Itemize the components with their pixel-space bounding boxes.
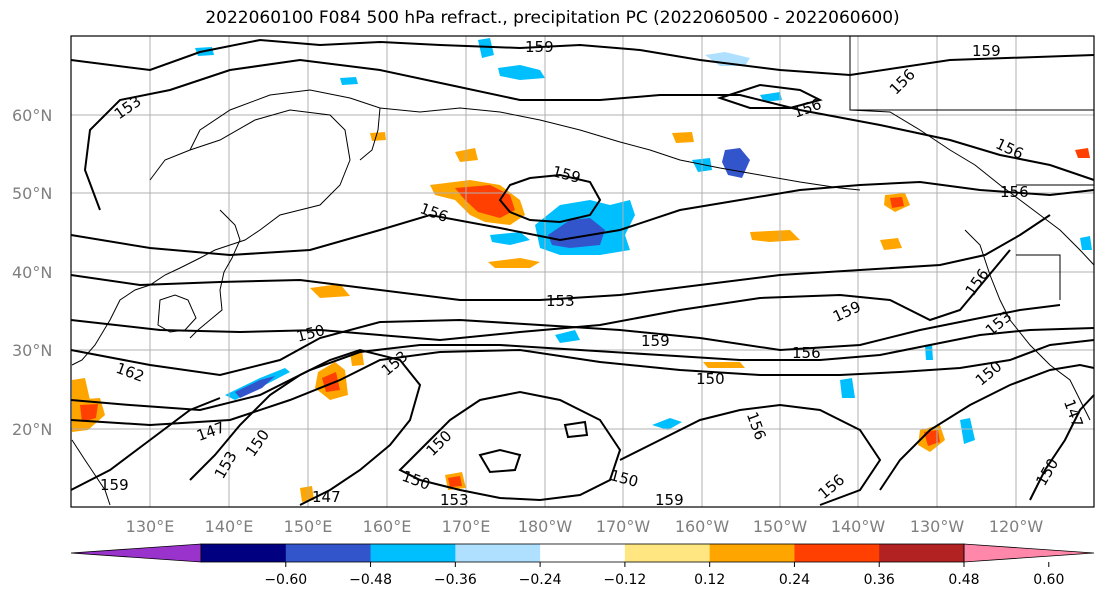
contour-label: 153 <box>546 292 575 310</box>
colorbar-segment <box>455 544 541 562</box>
colorbar-segment <box>370 544 456 562</box>
lat-label: 60°N <box>12 106 52 125</box>
contour-label: 147 <box>312 488 341 506</box>
contour-label: 153 <box>440 491 469 509</box>
colorbar-tick-label: 0.24 <box>779 572 810 588</box>
colorbar-tick-label: −0.12 <box>603 572 646 588</box>
colorbar-tick-label: −0.48 <box>349 572 392 588</box>
contour-label: 159 <box>655 491 684 509</box>
colorbar-extend-max <box>963 543 1095 563</box>
lon-label: 170°E <box>442 517 491 536</box>
colorbar: −0.60 −0.48 −0.36 −0.24 −0.12 0.12 0.24 0.36 0.4… <box>70 543 1095 588</box>
lat-label: 40°N <box>12 263 52 282</box>
colorbar-tick-label: 0.48 <box>948 572 979 588</box>
latitude-labels: 60°N 50°N 40°N 30°N 20°N <box>12 106 52 439</box>
colorbar-segment <box>879 544 965 562</box>
lon-label: 150°W <box>753 517 808 536</box>
map-title: 2022060100 F084 500 hPa refract., precip… <box>205 8 900 28</box>
contour-label: 159 <box>100 476 129 494</box>
lat-label: 50°N <box>12 184 52 203</box>
colorbar-tick-label: −0.24 <box>519 572 562 588</box>
longitude-labels: 130°E 140°E 150°E 160°E 170°E 180°W 170°… <box>126 517 1044 536</box>
lon-label: 120°W <box>989 517 1044 536</box>
contour-label: 159 <box>525 38 554 56</box>
lat-label: 30°N <box>12 341 52 360</box>
contour-label: 156 <box>792 344 821 362</box>
contour-label: 156 <box>1000 183 1029 201</box>
lon-label: 150°E <box>284 517 333 536</box>
colorbar-segment <box>709 544 795 562</box>
contour-label: 150 <box>696 370 725 388</box>
lon-label: 130°E <box>126 517 175 536</box>
colorbar-tick-label: 0.36 <box>864 572 895 588</box>
colorbar-segment <box>624 544 711 562</box>
colorbar-tick-label: 0.60 <box>1033 572 1064 588</box>
colorbar-extend-min <box>70 543 202 563</box>
map-panel: 159 153 156 159 156 156 156 156 159 153 … <box>70 35 1095 509</box>
lon-label: 130°W <box>910 517 965 536</box>
colorbar-tick-label: −0.60 <box>264 572 307 588</box>
colorbar-tick-label: 0.12 <box>694 572 725 588</box>
colorbar-segment <box>201 544 287 562</box>
lon-label: 170°W <box>596 517 651 536</box>
lon-label: 160°E <box>363 517 412 536</box>
map-border <box>70 35 1095 508</box>
contour-label: 159 <box>641 332 670 350</box>
colorbar-segment <box>285 544 372 562</box>
colorbar-frame <box>200 543 965 563</box>
colorbar-segment <box>540 544 626 562</box>
lat-label: 20°N <box>12 420 52 439</box>
lon-label: 160°W <box>675 517 730 536</box>
colorbar-tick-label: −0.36 <box>434 572 477 588</box>
lon-label: 140°E <box>205 517 254 536</box>
lon-label: 140°W <box>831 517 886 536</box>
colorbar-segment <box>794 544 880 562</box>
graticule <box>71 36 1094 507</box>
refract-contours <box>70 38 1095 506</box>
contour-label: 159 <box>972 42 1001 60</box>
lon-label: 180°W <box>518 517 573 536</box>
